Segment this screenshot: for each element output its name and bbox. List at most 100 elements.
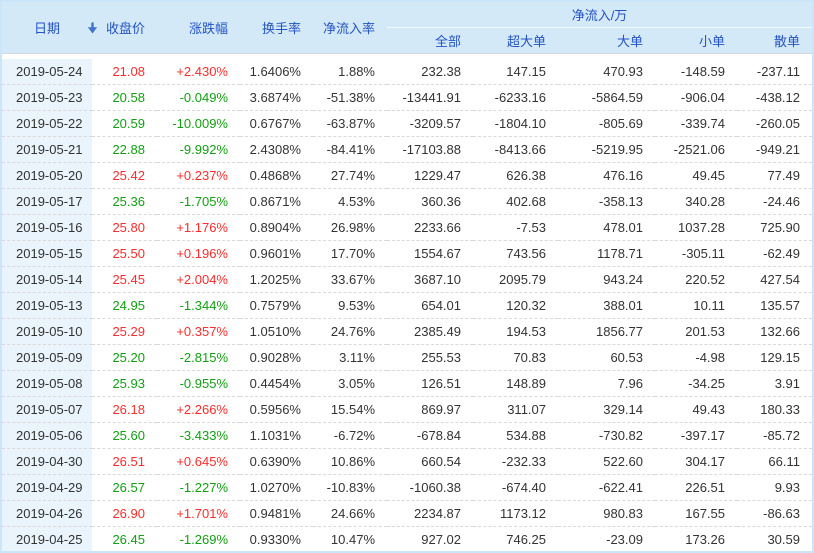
col-header-retail[interactable]: 散单 <box>737 27 812 54</box>
cell-change: -1.705% <box>157 188 240 215</box>
cell-date: 2019-05-10 <box>2 318 92 345</box>
cell-turnover: 0.8671% <box>240 188 313 215</box>
cell-change: -1.227% <box>157 474 240 501</box>
cell-close: 25.50 <box>92 240 157 267</box>
cell-inflow-rate: -51.38% <box>313 84 387 111</box>
cell-date: 2019-05-09 <box>2 344 92 371</box>
cell-inflow-rate: 10.47% <box>313 526 387 551</box>
col-header-close[interactable]: 收盘价 <box>92 2 157 54</box>
table-row: 2019-05-17 25.36 -1.705% 0.8671% 4.53% 360.36… <box>2 188 812 215</box>
cell-small: 173.26 <box>655 526 737 551</box>
cell-turnover: 1.0510% <box>240 318 313 345</box>
cell-all: 869.97 <box>387 396 473 423</box>
col-header-small[interactable]: 小单 <box>655 27 737 54</box>
cell-small: -339.74 <box>655 110 737 137</box>
cell-all: 2233.66 <box>387 214 473 241</box>
cell-close: 25.42 <box>92 162 157 189</box>
cell-inflow-rate: 9.53% <box>313 292 387 319</box>
table-row: 2019-05-13 24.95 -1.344% 0.7579% 9.53% 654.01… <box>2 292 812 319</box>
table-row: 2019-04-26 26.90 +1.701% 0.9481% 24.66% 2234.… <box>2 500 812 527</box>
cell-retail: 129.15 <box>737 344 812 371</box>
cell-retail: -24.46 <box>737 188 812 215</box>
cell-close: 26.51 <box>92 448 157 475</box>
cell-large: 476.16 <box>558 162 655 189</box>
cell-turnover: 0.5956% <box>240 396 313 423</box>
table-row: 2019-05-23 20.58 -0.049% 3.6874% -51.38% -134… <box>2 84 812 111</box>
cell-date: 2019-05-15 <box>2 240 92 267</box>
cell-change: -1.344% <box>157 292 240 319</box>
cell-super-large: 746.25 <box>473 526 558 551</box>
table-row: 2019-05-15 25.50 +0.196% 0.9601% 17.70% 1554.… <box>2 240 812 267</box>
cell-super-large: 402.68 <box>473 188 558 215</box>
cell-inflow-rate: 10.86% <box>313 448 387 475</box>
sort-desc-icon[interactable] <box>87 22 98 34</box>
table-row: 2019-04-29 26.57 -1.227% 1.0270% -10.83% -106… <box>2 474 812 501</box>
cell-small: 49.43 <box>655 396 737 423</box>
cell-change: +0.237% <box>157 162 240 189</box>
cell-close: 25.20 <box>92 344 157 371</box>
cell-super-large: 2095.79 <box>473 266 558 293</box>
cell-all: 232.38 <box>387 59 473 85</box>
cell-inflow-rate: -6.72% <box>313 422 387 449</box>
cell-retail: -237.11 <box>737 59 812 85</box>
cell-close: 20.58 <box>92 84 157 111</box>
cell-small: -305.11 <box>655 240 737 267</box>
cell-small: 201.53 <box>655 318 737 345</box>
cell-turnover: 1.0270% <box>240 474 313 501</box>
cell-large: 522.60 <box>558 448 655 475</box>
cell-large: -23.09 <box>558 526 655 551</box>
cell-large: -805.69 <box>558 110 655 137</box>
cell-large: -358.13 <box>558 188 655 215</box>
table-row: 2019-04-25 26.45 -1.269% 0.9330% 10.47% 927.0… <box>2 526 812 551</box>
cell-all: 660.54 <box>387 448 473 475</box>
cell-small: -148.59 <box>655 59 737 85</box>
cell-date: 2019-05-13 <box>2 292 92 319</box>
cell-close: 22.88 <box>92 136 157 163</box>
cell-super-large: 743.56 <box>473 240 558 267</box>
cell-change: +0.196% <box>157 240 240 267</box>
table-row: 2019-05-22 20.59 -10.009% 0.6767% -63.87% -32… <box>2 110 812 137</box>
cell-all: 2385.49 <box>387 318 473 345</box>
cell-inflow-rate: 1.88% <box>313 59 387 85</box>
cell-retail: 66.11 <box>737 448 812 475</box>
table-row: 2019-05-06 25.60 -3.433% 1.1031% -6.72% -678.… <box>2 422 812 449</box>
cell-super-large: -1804.10 <box>473 110 558 137</box>
cell-retail: 725.90 <box>737 214 812 241</box>
cell-turnover: 0.9481% <box>240 500 313 527</box>
cell-change: -3.433% <box>157 422 240 449</box>
cell-large: 943.24 <box>558 266 655 293</box>
table-row: 2019-05-20 25.42 +0.237% 0.4868% 27.74% 1229.… <box>2 162 812 189</box>
cell-close: 21.08 <box>92 59 157 85</box>
table-row: 2019-05-09 25.20 -2.815% 0.9028% 3.11% 255.53… <box>2 344 812 371</box>
cell-close: 24.95 <box>92 292 157 319</box>
col-header-date[interactable]: 日期 <box>2 2 98 54</box>
table-body: 2019-05-24 21.08 +2.430% 1.6406% 1.88% 232.38… <box>2 53 812 551</box>
cell-retail: 427.54 <box>737 266 812 293</box>
cell-large: -730.82 <box>558 422 655 449</box>
col-header-all[interactable]: 全部 <box>387 27 473 54</box>
col-header-change[interactable]: 涨跌幅 <box>157 2 240 54</box>
cell-change: -9.992% <box>157 136 240 163</box>
cell-inflow-rate: 24.76% <box>313 318 387 345</box>
col-header-large[interactable]: 大单 <box>558 27 655 54</box>
cell-inflow-rate: 15.54% <box>313 396 387 423</box>
cell-all: -3209.57 <box>387 110 473 137</box>
cell-inflow-rate: 27.74% <box>313 162 387 189</box>
cell-close: 25.29 <box>92 318 157 345</box>
cell-turnover: 1.2025% <box>240 266 313 293</box>
cell-close: 20.59 <box>92 110 157 137</box>
cell-change: -2.815% <box>157 344 240 371</box>
cell-large: 478.01 <box>558 214 655 241</box>
cell-turnover: 1.6406% <box>240 59 313 85</box>
table-row: 2019-05-14 25.45 +2.004% 1.2025% 33.67% 3687.… <box>2 266 812 293</box>
cell-date: 2019-04-30 <box>2 448 92 475</box>
col-header-turnover[interactable]: 换手率 <box>240 2 313 54</box>
cell-retail: 77.49 <box>737 162 812 189</box>
cell-close: 26.18 <box>92 396 157 423</box>
cell-inflow-rate: -84.41% <box>313 136 387 163</box>
col-header-inflow-group: 净流入/万 <box>387 2 812 28</box>
cell-all: -1060.38 <box>387 474 473 501</box>
col-header-inflow-rate[interactable]: 净流入率 <box>313 2 387 54</box>
cell-close: 25.36 <box>92 188 157 215</box>
col-header-super-large[interactable]: 超大单 <box>473 27 558 54</box>
